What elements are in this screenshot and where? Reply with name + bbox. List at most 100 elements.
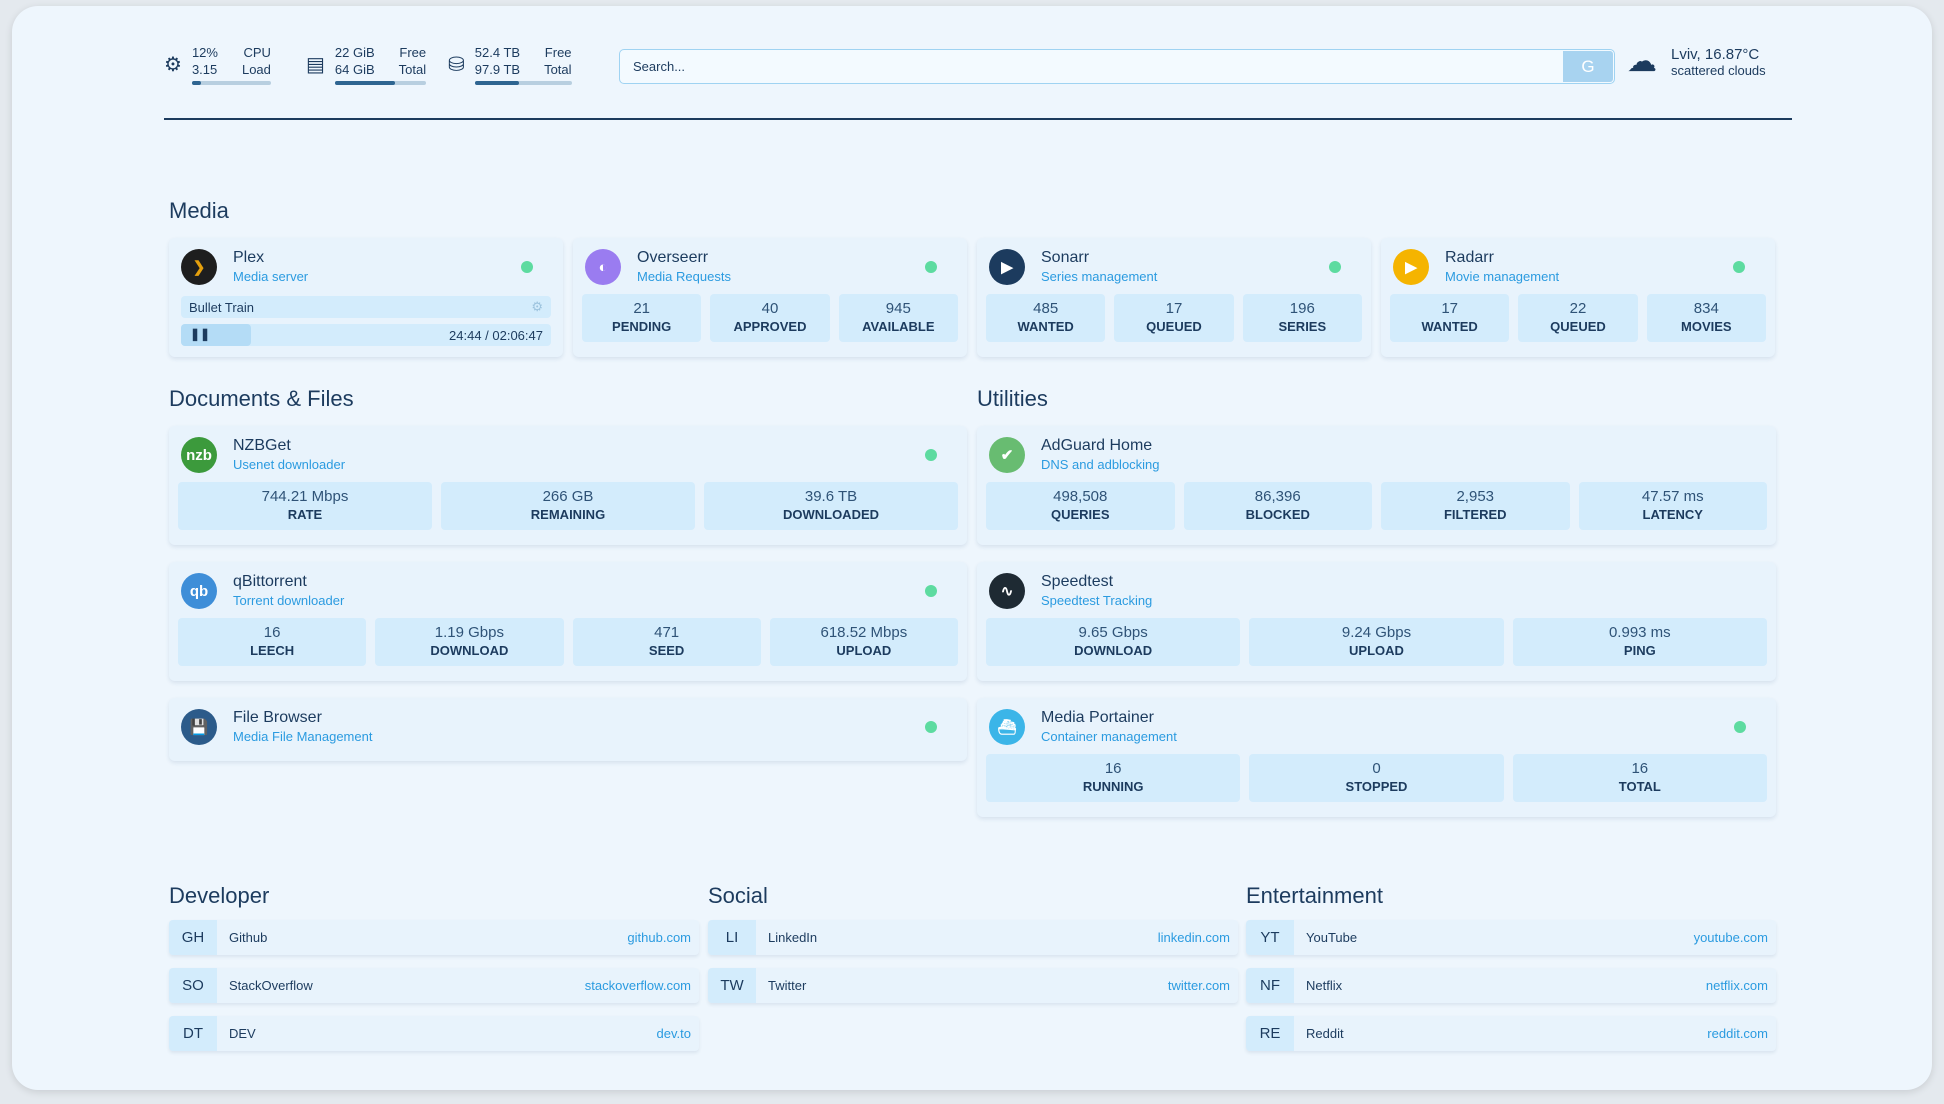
stat-label: UPLOAD <box>836 643 892 658</box>
status-dot <box>1734 721 1746 733</box>
service-desc: Usenet downloader <box>233 457 346 472</box>
plex-icon: ❯ <box>181 249 217 285</box>
bookmark-abbr: LI <box>708 920 756 955</box>
service-card[interactable]: ✔ AdGuard Home DNS and adblocking 498,508 QU… <box>977 426 1776 545</box>
settings-icon: ⚙ <box>531 299 543 314</box>
bookmark-twitter[interactable]: TW Twitter twitter.com <box>708 968 1238 1003</box>
stat-label: MOVIES <box>1681 319 1732 334</box>
cpu-usage: 12% <box>191 45 218 60</box>
pause-icon[interactable]: ❚❚ <box>190 327 211 341</box>
stat-value: 498,508 <box>1053 488 1108 505</box>
service-card[interactable]: nzb NZBGet Usenet downloader 744.21 Mbps RAT… <box>169 426 967 545</box>
service-desc: Media Requests <box>637 269 731 284</box>
bookmark-url[interactable]: reddit.com <box>1707 1026 1768 1041</box>
bookmark-youtube[interactable]: YT YouTube youtube.com <box>1246 920 1776 955</box>
stat-value: 266 GB <box>542 488 594 505</box>
bookmark-github[interactable]: GH Github github.com <box>169 920 699 955</box>
stat-value: 9.24 Gbps <box>1341 624 1412 641</box>
stat-box: 9.24 Gbps UPLOAD <box>1249 618 1504 666</box>
bookmark-linkedin[interactable]: LI LinkedIn linkedin.com <box>708 920 1238 955</box>
service-card[interactable]: qb qBittorrent Torrent downloader 16 LEECH 1.… <box>169 562 967 681</box>
bookmark-url[interactable]: dev.to <box>656 1026 691 1041</box>
disk-icon: ⛁ <box>448 54 465 76</box>
stat-label: QUERIES <box>1050 507 1110 522</box>
bookmark-abbr: NF <box>1246 968 1294 1003</box>
bookmark-url[interactable]: stackoverflow.com <box>584 978 691 993</box>
stat-label: AVAILABLE <box>862 319 935 334</box>
bookmark-name: Twitter <box>768 978 807 993</box>
bookmark-abbr: YT <box>1246 920 1294 955</box>
playback-time: 24:44 / 02:06:47 <box>449 328 543 343</box>
section-media: Media <box>169 198 229 223</box>
service-card[interactable]: ⛴ Media Portainer Container management 16 RU… <box>977 698 1776 817</box>
playback-progress: ❚❚ 24:44 / 02:06:47 <box>181 324 551 346</box>
stat-value: 47.57 ms <box>1641 488 1704 505</box>
disk-widget: ⛁ 52.4 TB Free 97.9 TB Total <box>448 44 572 85</box>
service-name: qBittorrent <box>233 573 307 590</box>
stat-label: RUNNING <box>1082 779 1144 794</box>
cpu-label: CPU <box>243 45 271 60</box>
bookmark-stackoverflow[interactable]: SO StackOverflow stackoverflow.com <box>169 968 699 1003</box>
stat-value: 21 <box>633 300 650 317</box>
stat-box: 485 WANTED <box>986 294 1106 342</box>
service-desc: DNS and adblocking <box>1041 457 1160 472</box>
stat-box: 266 GB REMAINING <box>441 482 695 530</box>
service-name: Speedtest <box>1041 573 1114 590</box>
bookmark-url[interactable]: github.com <box>627 930 691 945</box>
plex-card[interactable]: ❯ Plex Media server Bullet Train ⚙ ❚❚ 24:44 … <box>169 238 563 357</box>
load-label: Load <box>241 62 271 77</box>
bookmark-url[interactable]: youtube.com <box>1693 930 1768 945</box>
stat-box: 471 SEED <box>572 618 761 666</box>
stat-box: 0 STOPPED <box>1249 754 1504 802</box>
stat-value: 744.21 Mbps <box>261 488 349 505</box>
bookmark-url[interactable]: twitter.com <box>1167 978 1230 993</box>
stat-box: 17 QUEUED <box>1114 294 1234 342</box>
bookmark-dev[interactable]: DT DEV dev.to <box>169 1016 699 1051</box>
nzbget-icon: nzb <box>181 437 217 473</box>
service-card[interactable]: ▶ Sonarr Series management 485 WANTED 17 QUEUE… <box>977 238 1371 357</box>
service-name: NZBGet <box>233 437 291 454</box>
bookmark-reddit[interactable]: RE Reddit reddit.com <box>1246 1016 1776 1051</box>
stat-box: 39.6 TB DOWNLOADED <box>704 482 958 530</box>
status-dot <box>925 721 937 733</box>
stat-box: 744.21 Mbps RATE <box>178 482 432 530</box>
stat-label: TOTAL <box>1618 779 1661 794</box>
search-button[interactable]: G <box>1563 51 1613 82</box>
stat-label: LATENCY <box>1642 507 1703 522</box>
service-card[interactable]: ∿ Speedtest Speedtest Tracking 9.65 Gbps DOW… <box>977 562 1776 681</box>
radarr-icon: ▶ <box>1393 249 1429 285</box>
bookmark-url[interactable]: linkedin.com <box>1157 930 1230 945</box>
stat-label: DOWNLOAD <box>1074 643 1153 658</box>
speedtest-icon: ∿ <box>989 573 1025 609</box>
bookmark-url[interactable]: netflix.com <box>1705 978 1768 993</box>
stat-box: 16 TOTAL <box>1512 754 1767 802</box>
weather-condition: scattered clouds <box>1671 62 1766 78</box>
bookmark-abbr: SO <box>169 968 217 1003</box>
service-card[interactable]: ▶ Radarr Movie management 17 WANTED 22 QUEUED 8… <box>1381 238 1775 357</box>
stat-value: 0.993 ms <box>1608 624 1671 641</box>
stat-value: 86,396 <box>1254 488 1301 505</box>
stat-label: SERIES <box>1278 319 1327 334</box>
disk-total: 97.9 TB <box>474 62 521 77</box>
stat-box: 16 LEECH <box>178 618 367 666</box>
stat-value: 945 <box>885 300 911 317</box>
memory-icon: ▤ <box>306 54 325 76</box>
search-input[interactable] <box>620 59 1563 74</box>
memory-bar <box>334 81 427 85</box>
stat-label: QUEUED <box>1146 319 1202 334</box>
stat-box: 40 APPROVED <box>710 294 830 342</box>
section-developer: Developer <box>169 883 270 908</box>
section-social: Social <box>708 883 768 908</box>
service-card[interactable]: ◐ Overseerr Media Requests 21 PENDING 40 APPRO… <box>573 238 967 357</box>
stat-value: 17 <box>1441 300 1458 317</box>
bookmark-name: Github <box>229 930 268 945</box>
stat-value: 2,953 <box>1456 488 1495 505</box>
bookmark-netflix[interactable]: NF Netflix netflix.com <box>1246 968 1776 1003</box>
service-name: Plex <box>233 249 265 266</box>
service-card[interactable]: 💾 File Browser Media File Management <box>169 698 967 761</box>
status-dot <box>1329 261 1341 273</box>
cloud-icon: ☁ <box>1627 45 1657 78</box>
overseerr-icon: ◐ <box>585 249 621 285</box>
adguard-icon: ✔ <box>989 437 1025 473</box>
stat-value: 22 <box>1569 300 1587 317</box>
